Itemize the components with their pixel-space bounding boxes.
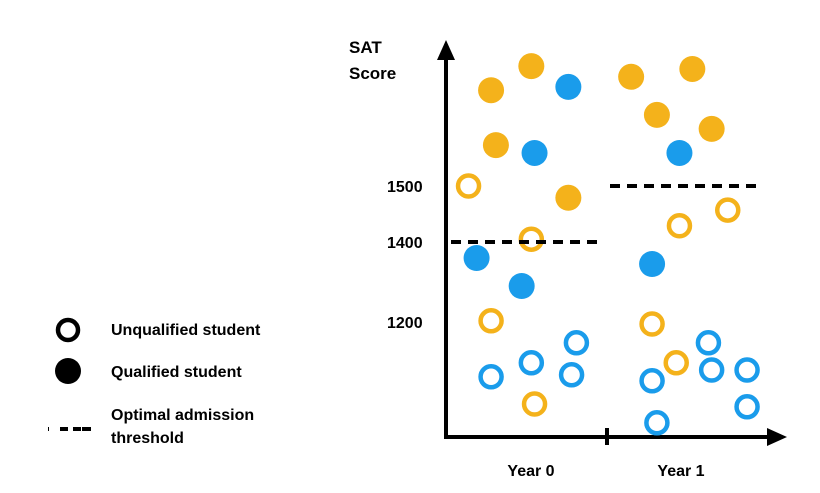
qualified-student-point-blue bbox=[666, 139, 693, 166]
qualified-student-point-orange bbox=[679, 55, 706, 82]
unqualified-student-point-orange bbox=[666, 213, 693, 239]
x-tick-label-year-0: Year 0 bbox=[507, 463, 554, 480]
qualified-student-point-orange bbox=[618, 63, 645, 90]
qualified-student-point-orange bbox=[518, 53, 545, 80]
threshold-lines bbox=[451, 184, 763, 244]
unqualified-student-point-orange bbox=[455, 173, 482, 199]
unqualified-student-point-blue bbox=[478, 364, 504, 390]
unqualified-student-point-orange bbox=[518, 226, 545, 252]
unqualified-student-point-blue bbox=[695, 330, 722, 356]
x-axis-arrow bbox=[767, 428, 787, 446]
unqualified-student-point-orange bbox=[478, 308, 504, 334]
unqualified-student-point-orange bbox=[715, 197, 741, 223]
legend-filled-circle-icon bbox=[55, 358, 81, 384]
unqualified-student-point-blue bbox=[518, 350, 545, 376]
unqualified-student-point-blue bbox=[644, 410, 670, 436]
qualified-student-point-orange bbox=[643, 101, 670, 128]
qualified-student-point-blue bbox=[555, 73, 582, 100]
y-axis-label-line2: Score bbox=[349, 64, 396, 83]
unqualified-student-point-blue bbox=[563, 330, 590, 356]
unqualified-student-point-blue bbox=[639, 368, 665, 394]
legend-hollow-circle-icon bbox=[55, 317, 81, 343]
qualified-student-point-blue bbox=[521, 139, 548, 166]
unqualified-student-point-orange bbox=[521, 391, 548, 417]
unqualified-student-point-blue bbox=[734, 357, 760, 383]
y-tick-label-1400: 1400 bbox=[387, 235, 423, 252]
qualified-student-point-blue bbox=[639, 251, 666, 277]
unqualified-student-point-orange bbox=[639, 311, 665, 337]
unqualified-student-point-orange bbox=[663, 350, 689, 376]
legend-label-threshold-line1: Optimal admission bbox=[111, 407, 254, 424]
qualified-student-point-blue bbox=[463, 245, 490, 271]
unqualified-student-point-blue bbox=[698, 357, 725, 383]
x-tick-label-year-1: Year 1 bbox=[657, 463, 704, 480]
qualified-student-point-blue bbox=[508, 273, 535, 299]
y-axis-arrow bbox=[437, 40, 455, 60]
qualified-student-point-orange bbox=[478, 77, 505, 104]
unqualified-student-point-blue bbox=[558, 362, 585, 388]
y-axis-label-line1: SAT bbox=[349, 38, 382, 57]
legend-label-qualified: Qualified student bbox=[111, 364, 242, 381]
qualified-student-point-orange bbox=[555, 184, 582, 211]
legend-label-unqualified: Unqualified student bbox=[111, 322, 261, 339]
data-points bbox=[455, 53, 760, 436]
unqualified-student-point-blue bbox=[734, 394, 760, 420]
legend: Unqualified student Qualified student Op… bbox=[48, 317, 261, 447]
legend-label-threshold-line2: threshold bbox=[111, 430, 184, 447]
qualified-student-point-orange bbox=[698, 115, 725, 142]
y-tick-label-1500: 1500 bbox=[387, 179, 423, 196]
y-tick-label-1200: 1200 bbox=[387, 315, 423, 332]
qualified-student-point-orange bbox=[482, 132, 509, 159]
